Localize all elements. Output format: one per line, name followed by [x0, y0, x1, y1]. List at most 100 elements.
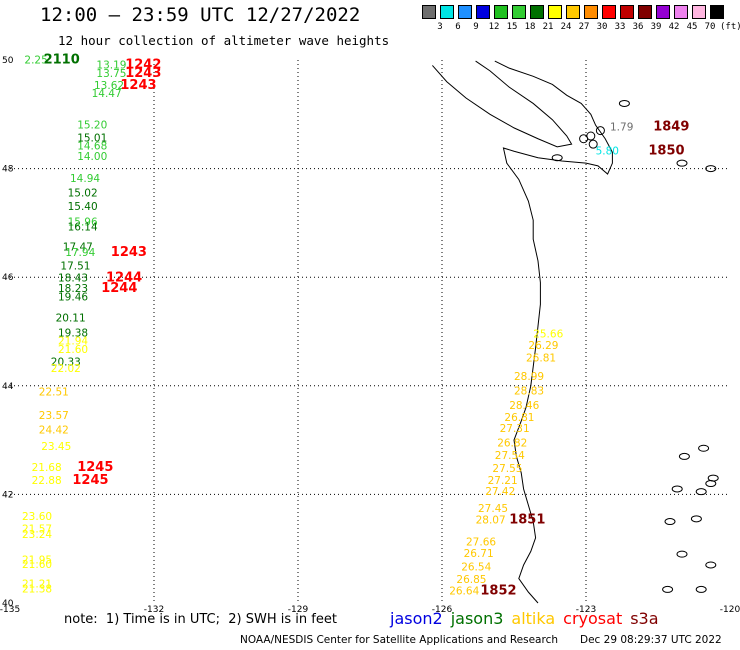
wave-height-label: 26.82 — [497, 438, 527, 450]
wave-height-label: 27.66 — [466, 536, 496, 548]
legend-tick-label: 33 — [614, 22, 626, 32]
wave-height-label: 14.00 — [77, 151, 107, 163]
lake-outline — [698, 444, 710, 452]
wave-height-label: 23.57 — [39, 410, 69, 422]
lake-outline — [671, 485, 683, 493]
lake-outline — [664, 518, 676, 526]
lat-tick-label: 44 — [2, 382, 14, 392]
legend-swatch — [422, 5, 436, 19]
wave-height-label: 5.80 — [596, 145, 619, 157]
wave-height-label: 19.46 — [58, 292, 88, 304]
legend-swatch — [458, 5, 472, 19]
legend-swatch — [602, 5, 616, 19]
legend-tick-label: 21 — [542, 22, 554, 32]
pass-number-label: 1851 — [509, 513, 545, 528]
legend-tick-label: 42 — [668, 22, 680, 32]
lake-outline — [690, 515, 702, 523]
wave-height-label: 22.02 — [51, 363, 81, 375]
pass-number-label: 1244 — [101, 281, 137, 296]
legend-swatch — [638, 5, 652, 19]
axis-tick-labels: -135 -132 -129 -126 -123 -120 50 48 46 44 42 40 — [0, 56, 740, 615]
wave-height-label: 26.81 — [526, 352, 556, 364]
wave-height-label: 23.60 — [22, 511, 52, 523]
legend-tick-label: 27 — [578, 22, 590, 32]
lake-outline — [618, 99, 630, 107]
satellite-legend: jason2 jason3 altika cryosat s3a — [390, 609, 667, 628]
wave-height-label: 13.62 — [94, 80, 124, 92]
island-outline — [595, 126, 605, 136]
pass-number-label: 1243 — [111, 245, 147, 260]
legend-swatch — [476, 5, 490, 19]
satellite-name: altika — [511, 609, 556, 628]
lon-tick-label: -129 — [288, 605, 309, 615]
pass-number-label: 1849 — [653, 120, 689, 135]
wave-height-label: 24.42 — [39, 425, 69, 437]
footer-note: note: 1) Time is in UTC; 2) SWH is in fe… — [64, 612, 337, 627]
legend-swatch — [494, 5, 508, 19]
wave-height-label: 26.64 — [449, 585, 479, 597]
wave-height-label: 16.14 — [68, 222, 98, 234]
wave-height-label: 21.94 — [58, 336, 88, 348]
generation-timestamp: Dec 29 08:29:37 UTC 2022 — [580, 634, 722, 646]
wave-height-label: 17.94 — [65, 247, 95, 259]
wave-height-label: 23.45 — [41, 441, 71, 453]
legend-tick-label: 30 — [596, 22, 608, 32]
satellite-name: s3a — [630, 609, 659, 628]
wave-height-label: 26.71 — [464, 548, 494, 560]
wave-height-label: 13.75 — [96, 68, 126, 80]
lat-tick-label: 42 — [2, 490, 13, 500]
wave-height-label: 21.60 — [22, 559, 52, 571]
lat-tick-label: 50 — [2, 56, 14, 66]
coastline — [432, 60, 719, 604]
lake-outline — [705, 165, 717, 173]
pass-number-label: 1245 — [77, 460, 113, 475]
legend-swatch — [710, 5, 724, 19]
pass-number-label: 2110 — [44, 52, 80, 67]
wave-height-label: 13.19 — [96, 60, 126, 72]
wave-height-label: 26.29 — [528, 340, 558, 352]
chart-title: 12:00 – 23:59 UTC 12/27/2022 — [40, 4, 361, 26]
lon-tick-label: -132 — [144, 605, 164, 615]
wave-height-label: 26.54 — [461, 561, 491, 573]
wave-height-labels: 2.25 13.1913.7513.6214.4715.2015.0114.681… — [22, 54, 633, 597]
lon-tick-label: -123 — [576, 605, 596, 615]
lat-lon-grid — [10, 60, 730, 603]
lake-outline — [705, 480, 717, 488]
legend-swatch — [620, 5, 634, 19]
wave-height-label: 17.47 — [63, 242, 93, 254]
legend-swatch — [440, 5, 454, 19]
wave-height-label: 17.51 — [60, 261, 90, 273]
island-outline — [588, 139, 598, 149]
lake-outline — [678, 452, 690, 460]
legend-swatch — [512, 5, 526, 19]
lake-outline — [695, 488, 707, 496]
legend-tick-label: 70 — [704, 22, 716, 32]
wave-height-label: 15.20 — [77, 119, 107, 131]
coastline-path — [494, 60, 613, 604]
wave-height-label: 15.02 — [68, 187, 98, 199]
wave-height-label: 21.95 — [22, 554, 52, 566]
lon-tick-label: -126 — [432, 605, 453, 615]
wave-height-label: 28.99 — [514, 371, 544, 383]
wave-height-label: 22.51 — [39, 387, 69, 399]
wave-height-label: 22.88 — [32, 475, 62, 487]
pass-number-label: 1242 — [125, 58, 161, 73]
lat-tick-label: 46 — [2, 273, 14, 283]
pass-number-label: 1243 — [120, 78, 156, 93]
wave-height-label: 1.79 — [610, 122, 633, 134]
wave-height-label: 21.68 — [32, 462, 62, 474]
lake-outline — [676, 550, 688, 558]
pass-number-labels: 2110 124212431243184918501243124412441245… — [44, 52, 690, 598]
pass-number-label: 1243 — [125, 66, 161, 81]
legend-tick-label: 12 — [488, 22, 500, 32]
satellite-name: jason3 — [450, 609, 504, 628]
wave-height-label: 19.38 — [58, 327, 88, 339]
satellite-name: cryosat — [563, 609, 623, 628]
lake-outline — [705, 561, 717, 569]
wave-height-label: 20.11 — [56, 313, 86, 325]
wave-height-label: 27.31 — [500, 423, 530, 435]
wave-height-label: 2.25 — [24, 54, 47, 66]
pass-number-label: 1244 — [106, 271, 142, 286]
legend-tick-label: 45 — [686, 22, 698, 32]
